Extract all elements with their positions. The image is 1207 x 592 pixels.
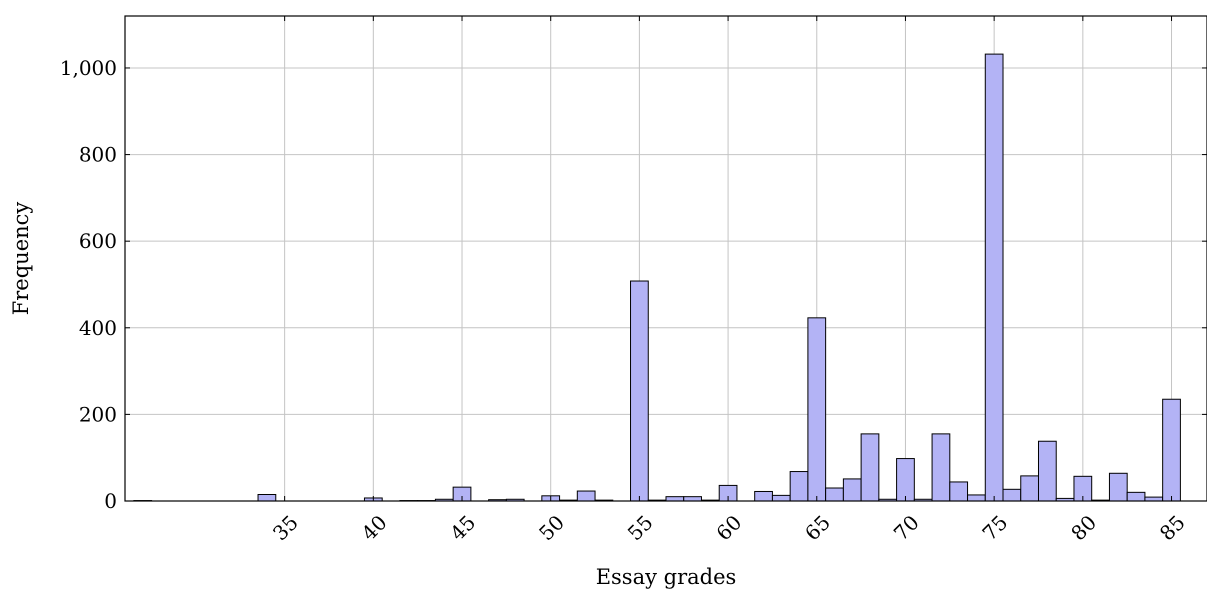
x-tick-label: 85 — [1155, 510, 1190, 545]
bar — [896, 458, 915, 502]
grid — [125, 16, 1207, 502]
bar — [825, 487, 844, 502]
bar — [807, 317, 827, 502]
bar — [257, 494, 277, 502]
bar — [984, 53, 1004, 502]
bar — [1020, 475, 1039, 502]
bar — [665, 496, 685, 502]
x-tick-label: 35 — [268, 510, 303, 545]
bar — [1037, 440, 1057, 502]
bar — [967, 494, 986, 502]
bar — [842, 478, 862, 502]
tick-marks — [125, 16, 1207, 502]
x-tick-label: 50 — [534, 510, 569, 545]
bar — [1002, 488, 1022, 502]
y-tick-label: 0 — [104, 489, 117, 513]
bar — [860, 433, 880, 502]
x-tick-label: 80 — [1066, 510, 1101, 545]
x-tick-label: 40 — [357, 510, 392, 545]
y-axis-title: Frequency — [9, 202, 33, 316]
bar — [931, 433, 951, 502]
bars — [133, 53, 1181, 502]
bar — [576, 490, 596, 502]
y-tick-label: 600 — [79, 229, 117, 253]
bar — [1108, 472, 1128, 502]
bar — [754, 490, 773, 502]
y-tick-label: 1,000 — [60, 56, 117, 80]
y-tick-label: 400 — [79, 316, 117, 340]
bar — [771, 494, 791, 502]
y-tick-labels: 0 200 400 600 800 1,000 — [60, 56, 117, 513]
x-tick-label: 45 — [445, 510, 480, 545]
bar — [1162, 398, 1181, 502]
bar — [949, 481, 969, 502]
x-tick-label: 65 — [800, 510, 835, 545]
x-tick-labels: 35 40 45 50 55 60 65 70 75 80 85 — [268, 510, 1190, 545]
x-axis-title: Essay grades — [596, 565, 737, 589]
x-tick-label: 55 — [623, 510, 658, 545]
x-tick-label: 75 — [977, 510, 1012, 545]
y-tick-label: 200 — [79, 402, 117, 426]
bar — [630, 280, 649, 502]
bar — [1126, 491, 1146, 502]
x-tick-label: 70 — [889, 510, 924, 545]
plot-frame — [124, 15, 1207, 502]
bar — [789, 471, 809, 502]
bar — [683, 496, 702, 502]
x-tick-label: 60 — [711, 510, 746, 545]
y-tick-label: 800 — [79, 143, 117, 167]
